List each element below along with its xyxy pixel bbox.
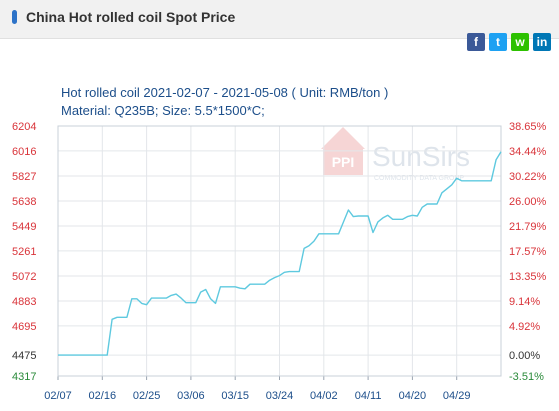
title-bar-icon bbox=[12, 10, 17, 24]
y-tick-label-left: 5638 bbox=[12, 196, 36, 208]
x-tick-label: 03/15 bbox=[221, 390, 249, 402]
x-tick-label: 04/20 bbox=[399, 390, 427, 402]
y-tick-label-right: 9.14% bbox=[509, 296, 540, 308]
sunsirs-logo-icon: PPI bbox=[321, 127, 365, 175]
twitter-icon[interactable]: t bbox=[489, 33, 507, 51]
y-tick-label-left: 6016 bbox=[12, 146, 36, 158]
y-tick-label-left: 5449 bbox=[12, 221, 36, 233]
share-bar: f t w in bbox=[467, 33, 551, 51]
y-tick-label-right: 30.22% bbox=[509, 171, 547, 183]
wechat-icon[interactable]: w bbox=[511, 33, 529, 51]
y-tick-label-right: 26.00% bbox=[509, 196, 547, 208]
y-tick-label-left: 5261 bbox=[12, 246, 36, 258]
y-tick-label-left: 4883 bbox=[12, 296, 36, 308]
x-tick-label: 04/29 bbox=[443, 390, 471, 402]
plot-frame bbox=[57, 125, 502, 377]
y-tick-label-left: 5827 bbox=[12, 171, 36, 183]
price-series-line bbox=[58, 151, 502, 356]
y-tick-label-right: 34.44% bbox=[509, 146, 547, 158]
y-tick-label-right: 21.79% bbox=[509, 221, 547, 233]
page-title: China Hot rolled coil Spot Price bbox=[26, 9, 236, 25]
y-tick-label-right: 4.92% bbox=[509, 321, 540, 333]
y-tick-label-right: 13.35% bbox=[509, 271, 547, 283]
chart-subtitle: Material: Q235B; Size: 5.5*1500*C; bbox=[61, 103, 265, 118]
x-tick-label: 02/07 bbox=[44, 390, 72, 402]
x-tick-label: 04/11 bbox=[355, 390, 382, 402]
svg-text:PPI: PPI bbox=[332, 154, 355, 170]
x-tick-label: 03/06 bbox=[177, 390, 205, 402]
y-tick-label-right: 17.57% bbox=[509, 246, 547, 258]
y-tick-label-left: 4475 bbox=[12, 350, 36, 362]
x-tick-label: 03/24 bbox=[266, 390, 294, 402]
watermark-tagline: COMMODITY DATA GROUP bbox=[374, 175, 465, 182]
x-tick-label: 04/02 bbox=[310, 390, 338, 402]
watermark-brand: SunSirs bbox=[372, 141, 470, 172]
sunsirs-watermark: PPI SunSirs COMMODITY DATA GROUP bbox=[321, 127, 470, 182]
y-tick-label-right: 0.00% bbox=[509, 350, 540, 362]
x-tick-label: 02/16 bbox=[89, 390, 117, 402]
y-tick-label-left: 4695 bbox=[12, 321, 36, 333]
y-tick-label-right: 38.65% bbox=[509, 121, 547, 133]
y-tick-label-right: -3.51% bbox=[509, 371, 544, 383]
y-tick-label-left: 6204 bbox=[12, 121, 36, 133]
chart-title: Hot rolled coil 2021-02-07 - 2021-05-08 … bbox=[61, 85, 389, 100]
page-header: China Hot rolled coil Spot Price bbox=[0, 0, 559, 39]
y-tick-label-left: 5072 bbox=[12, 271, 36, 283]
facebook-icon[interactable]: f bbox=[467, 33, 485, 51]
x-tick-label: 02/25 bbox=[133, 390, 161, 402]
y-tick-label-left: 4317 bbox=[12, 371, 36, 383]
linkedin-icon[interactable]: in bbox=[533, 33, 551, 51]
